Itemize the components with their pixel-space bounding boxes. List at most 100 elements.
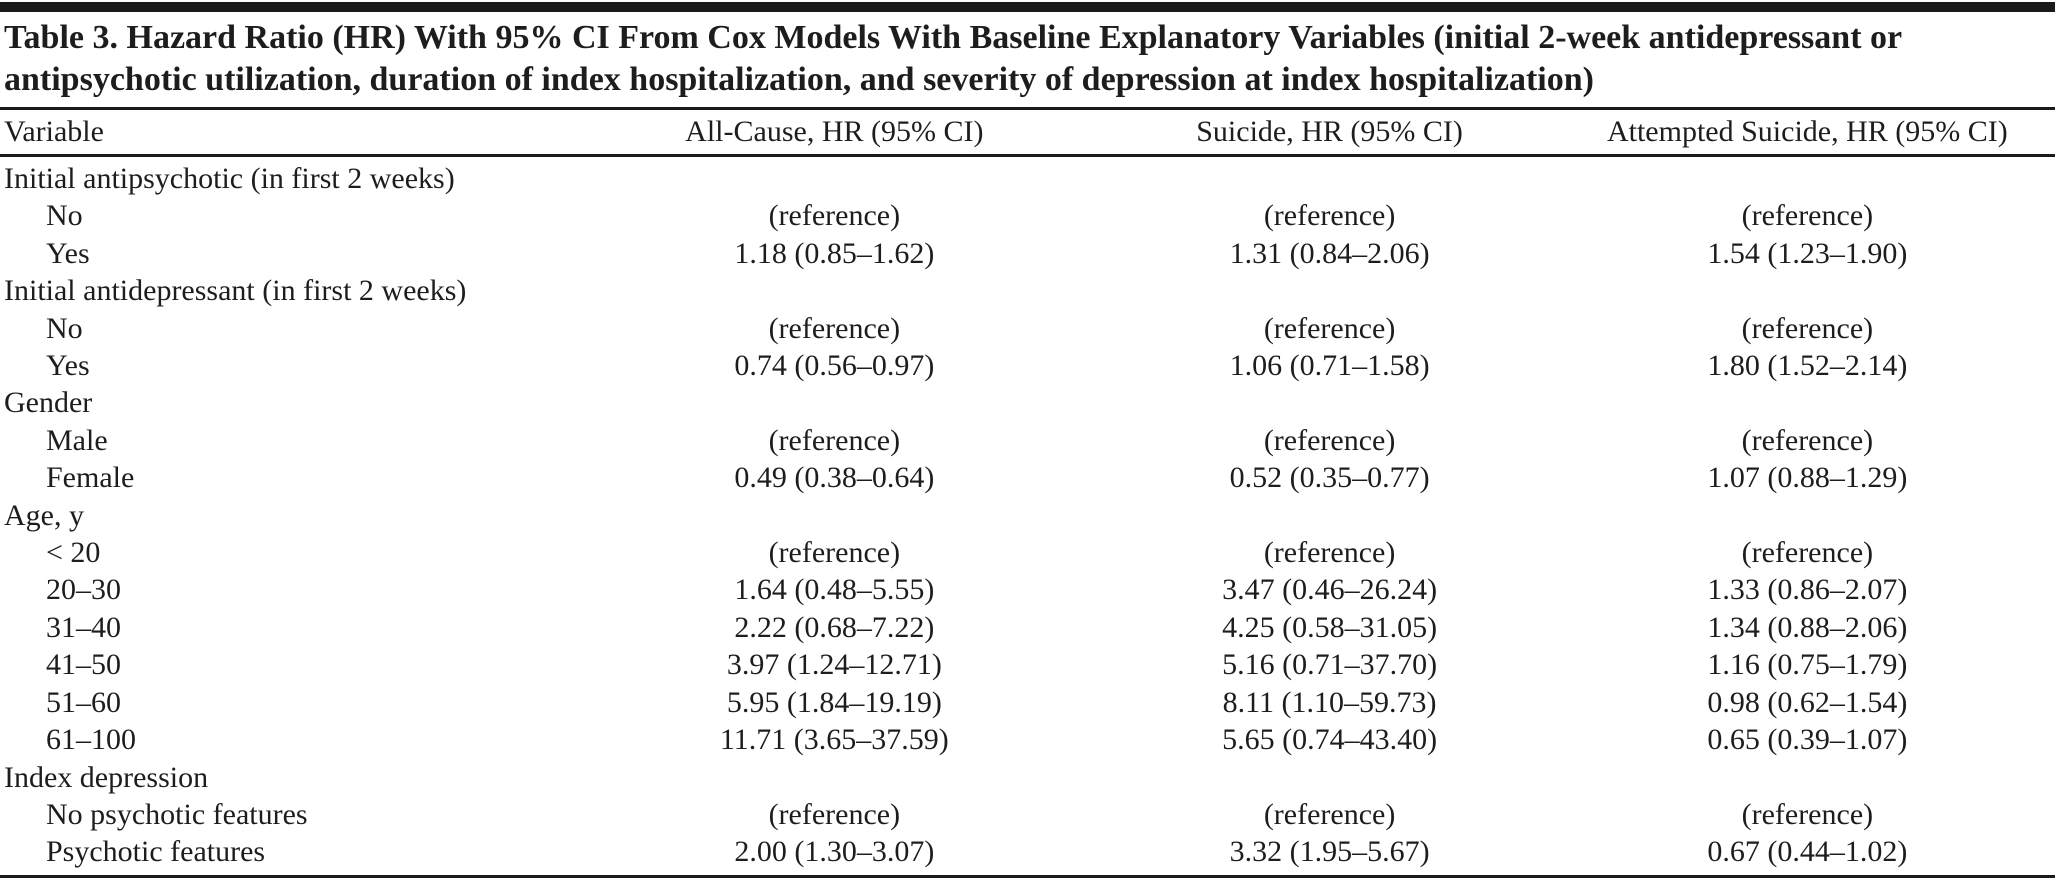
row-label: Yes <box>46 349 90 383</box>
value-cell <box>1560 759 2055 796</box>
value-cell: 0.65 (0.39–1.07) <box>1707 723 1908 757</box>
table-row: No (reference) (reference) (reference) <box>0 310 2055 347</box>
value-cell: 1.34 (0.88–2.06) <box>1707 610 1908 644</box>
value-cell: (reference) <box>1741 199 1874 233</box>
value-cell: 1.80 (1.52–2.14) <box>1707 349 1908 383</box>
table-row: Yes 0.74 (0.56–0.97) 1.06 (0.71–1.58) 1.80 … <box>0 347 2055 384</box>
row-label: Male <box>46 423 108 457</box>
value-cell <box>569 384 1099 421</box>
table-group-row: Initial antidepressant (in first 2 weeks… <box>0 272 2055 309</box>
value-cell: (reference) <box>768 423 901 457</box>
table-group-row: Gender <box>0 384 2055 421</box>
value-cell: 1.18 (0.85–1.62) <box>734 236 935 270</box>
value-cell: (reference) <box>1741 311 1874 345</box>
value-cell: 1.54 (1.23–1.90) <box>1707 236 1908 270</box>
value-cell <box>1099 497 1559 534</box>
hazard-ratio-table: Variable All-Cause, HR (95% CI) Suicide,… <box>0 110 2055 878</box>
value-cell: 1.16 (0.75–1.79) <box>1707 648 1908 682</box>
column-header-suicide: Suicide, HR (95% CI) <box>1099 110 1560 157</box>
value-cell: 1.31 (0.84–2.06) <box>1229 236 1430 270</box>
value-cell: (reference) <box>1741 536 1874 570</box>
value-cell: 1.64 (0.48–5.55) <box>734 573 935 607</box>
value-cell: 0.67 (0.44–1.02) <box>1707 835 1908 869</box>
value-cell: 0.52 (0.35–0.77) <box>1229 461 1430 495</box>
value-cell: 2.00 (1.30–3.07) <box>734 835 935 869</box>
row-label: < 20 <box>46 536 101 570</box>
row-label: Yes <box>46 236 90 270</box>
value-cell: 5.65 (0.74–43.40) <box>1222 723 1438 757</box>
value-cell <box>569 156 1099 198</box>
table-group-row: Index depression <box>0 759 2055 796</box>
group-label: Index depression <box>4 760 209 794</box>
value-cell <box>1560 272 2055 309</box>
table-row: Female 0.49 (0.38–0.64) 0.52 (0.35–0.77) 1.… <box>0 459 2055 496</box>
table-row: 51–60 5.95 (1.84–19.19) 8.11 (1.10–59.73) 0… <box>0 684 2055 721</box>
value-cell: (reference) <box>768 536 901 570</box>
row-label: 51–60 <box>46 685 121 719</box>
value-cell: (reference) <box>1263 423 1396 457</box>
value-cell: 2.22 (0.68–7.22) <box>734 610 935 644</box>
value-cell <box>1099 384 1559 421</box>
row-label: Female <box>46 461 135 495</box>
row-label: 41–50 <box>46 648 121 682</box>
value-cell: 4.25 (0.58–31.05) <box>1222 610 1438 644</box>
value-cell: (reference) <box>768 199 901 233</box>
value-cell: 1.33 (0.86–2.07) <box>1707 573 1908 607</box>
row-label: No <box>46 311 83 345</box>
table-group-row: Initial antipsychotic (in first 2 weeks) <box>0 156 2055 198</box>
value-cell <box>569 497 1099 534</box>
value-cell <box>1099 272 1559 309</box>
value-cell: 5.95 (1.84–19.19) <box>726 685 942 719</box>
value-cell: 11.71 (3.65–37.59) <box>719 723 949 757</box>
value-cell: 1.07 (0.88–1.29) <box>1707 461 1908 495</box>
value-cell: 1.06 (0.71–1.58) <box>1229 349 1430 383</box>
value-cell <box>1099 759 1559 796</box>
column-header-all-cause: All-Cause, HR (95% CI) <box>569 110 1100 157</box>
group-label: Initial antidepressant (in first 2 weeks… <box>4 274 467 308</box>
group-label: Initial antipsychotic (in first 2 weeks) <box>4 162 455 195</box>
value-cell: (reference) <box>1263 199 1396 233</box>
table-row: Yes 1.18 (0.85–1.62) 1.31 (0.84–2.06) 1.54 … <box>0 235 2055 272</box>
value-cell: 0.98 (0.62–1.54) <box>1707 685 1908 719</box>
value-cell: (reference) <box>768 797 901 831</box>
table-group-row: Age, y <box>0 497 2055 534</box>
group-label: Age, y <box>4 498 84 532</box>
value-cell: (reference) <box>1263 311 1396 345</box>
value-cell: (reference) <box>1741 423 1874 457</box>
table-row: 41–50 3.97 (1.24–12.71) 5.16 (0.71–37.70) 1… <box>0 646 2055 683</box>
value-cell: 3.97 (1.24–12.71) <box>726 648 942 682</box>
table-row: < 20 (reference) (reference) (reference) <box>0 534 2055 571</box>
value-cell <box>1560 497 2055 534</box>
table-body: Initial antipsychotic (in first 2 weeks)… <box>0 156 2055 877</box>
value-cell <box>1099 156 1559 198</box>
table-row: Male (reference) (reference) (reference) <box>0 422 2055 459</box>
value-cell: 3.32 (1.95–5.67) <box>1229 835 1430 869</box>
value-cell: 0.49 (0.38–0.64) <box>734 461 935 495</box>
value-cell: 3.47 (0.46–26.24) <box>1222 573 1438 607</box>
row-label: No <box>46 199 83 233</box>
column-header-attempted-suicide: Attempted Suicide, HR (95% CI) <box>1559 110 2055 157</box>
table-row: 61–100 11.71 (3.65–37.59) 5.65 (0.74–43.40… <box>0 721 2055 758</box>
table-row: No (reference) (reference) (reference) <box>0 197 2055 234</box>
row-label: No psychotic features <box>46 797 308 831</box>
column-header-variable: Variable <box>0 110 570 157</box>
row-label: 20–30 <box>46 573 121 607</box>
table-title: Table 3. Hazard Ratio (HR) With 95% CI F… <box>0 12 2055 110</box>
value-cell: 0.74 (0.56–0.97) <box>734 349 935 383</box>
table-row: 31–40 2.22 (0.68–7.22) 4.25 (0.58–31.05) 1.… <box>0 609 2055 646</box>
value-cell: 5.16 (0.71–37.70) <box>1222 648 1438 682</box>
value-cell <box>569 759 1099 796</box>
table-header-row: Variable All-Cause, HR (95% CI) Suicide,… <box>0 110 2055 157</box>
value-cell <box>569 272 1099 309</box>
value-cell: (reference) <box>1741 797 1874 831</box>
group-label: Gender <box>4 386 93 420</box>
row-label: 61–100 <box>46 723 136 757</box>
value-cell: (reference) <box>1263 536 1396 570</box>
value-cell: (reference) <box>768 311 901 345</box>
row-label: 31–40 <box>46 610 121 644</box>
value-cell <box>1560 156 2055 198</box>
value-cell: (reference) <box>1263 797 1396 831</box>
row-label: Psychotic features <box>46 835 266 869</box>
table-row: No psychotic features (reference) (referen… <box>0 796 2055 833</box>
